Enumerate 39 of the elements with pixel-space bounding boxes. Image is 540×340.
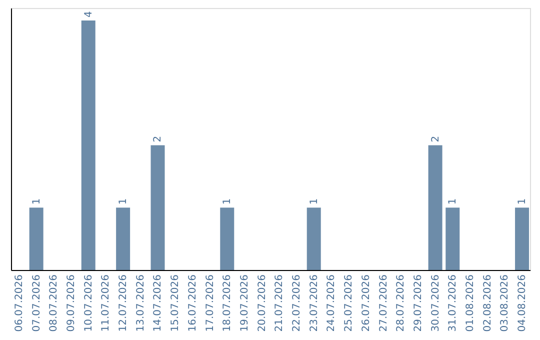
x-tick-label: 24.07.2026 bbox=[326, 274, 338, 332]
x-tick-label: 13.07.2026 bbox=[135, 274, 146, 332]
data-label: 1 bbox=[222, 198, 234, 205]
x-tick-label: 15.07.2026 bbox=[170, 274, 182, 332]
data-label: 1 bbox=[31, 198, 42, 205]
x-tick-label: 08.07.2026 bbox=[48, 274, 60, 332]
x-tick-label: 17.07.2026 bbox=[204, 274, 216, 332]
x-tick-label: 07.07.2026 bbox=[31, 274, 42, 332]
x-tick-label: 22.07.2026 bbox=[292, 274, 303, 332]
x-tick-label: 27.07.2026 bbox=[378, 274, 390, 332]
x-tick-label: 28.07.2026 bbox=[396, 274, 407, 332]
x-tick-label: 01.08.2026 bbox=[464, 274, 476, 332]
x-tick-label: 26.07.2026 bbox=[360, 274, 372, 332]
data-label: 4 bbox=[83, 11, 94, 18]
x-tick-label: 19.07.2026 bbox=[239, 274, 250, 332]
x-tick-label: 25.07.2026 bbox=[344, 274, 355, 332]
x-tick-label: 20.07.2026 bbox=[256, 274, 268, 332]
data-label: 1 bbox=[448, 198, 459, 205]
x-tick-label: 03.08.2026 bbox=[500, 274, 511, 332]
x-tick-label: 10.07.2026 bbox=[83, 274, 94, 332]
data-label: 1 bbox=[308, 198, 320, 205]
x-tick-label: 06.07.2026 bbox=[14, 274, 25, 332]
x-tick-label: 12.07.2026 bbox=[118, 274, 130, 332]
x-tick-label: 11.07.2026 bbox=[100, 274, 112, 332]
x-tick-label: 23.07.2026 bbox=[308, 274, 320, 332]
data-label: 1 bbox=[118, 198, 130, 205]
x-tick-label: 29.07.2026 bbox=[412, 274, 424, 332]
x-tick-label: 18.07.2026 bbox=[222, 274, 234, 332]
x-tick-label: 14.07.2026 bbox=[152, 274, 164, 332]
x-tick-label: 31.07.2026 bbox=[448, 274, 459, 332]
x-tick-label: 16.07.2026 bbox=[187, 274, 198, 332]
x-tick-label: 21.07.2026 bbox=[274, 274, 286, 332]
data-label: 2 bbox=[430, 136, 442, 142]
x-tick-label: 30.07.2026 bbox=[430, 274, 442, 332]
x-tick-label: 02.08.2026 bbox=[482, 274, 494, 332]
data-label: 1 bbox=[517, 198, 528, 205]
data-label: 2 bbox=[152, 136, 164, 142]
x-tick-label: 04.08.2026 bbox=[517, 274, 528, 332]
x-tick-label: 09.07.2026 bbox=[66, 274, 78, 332]
